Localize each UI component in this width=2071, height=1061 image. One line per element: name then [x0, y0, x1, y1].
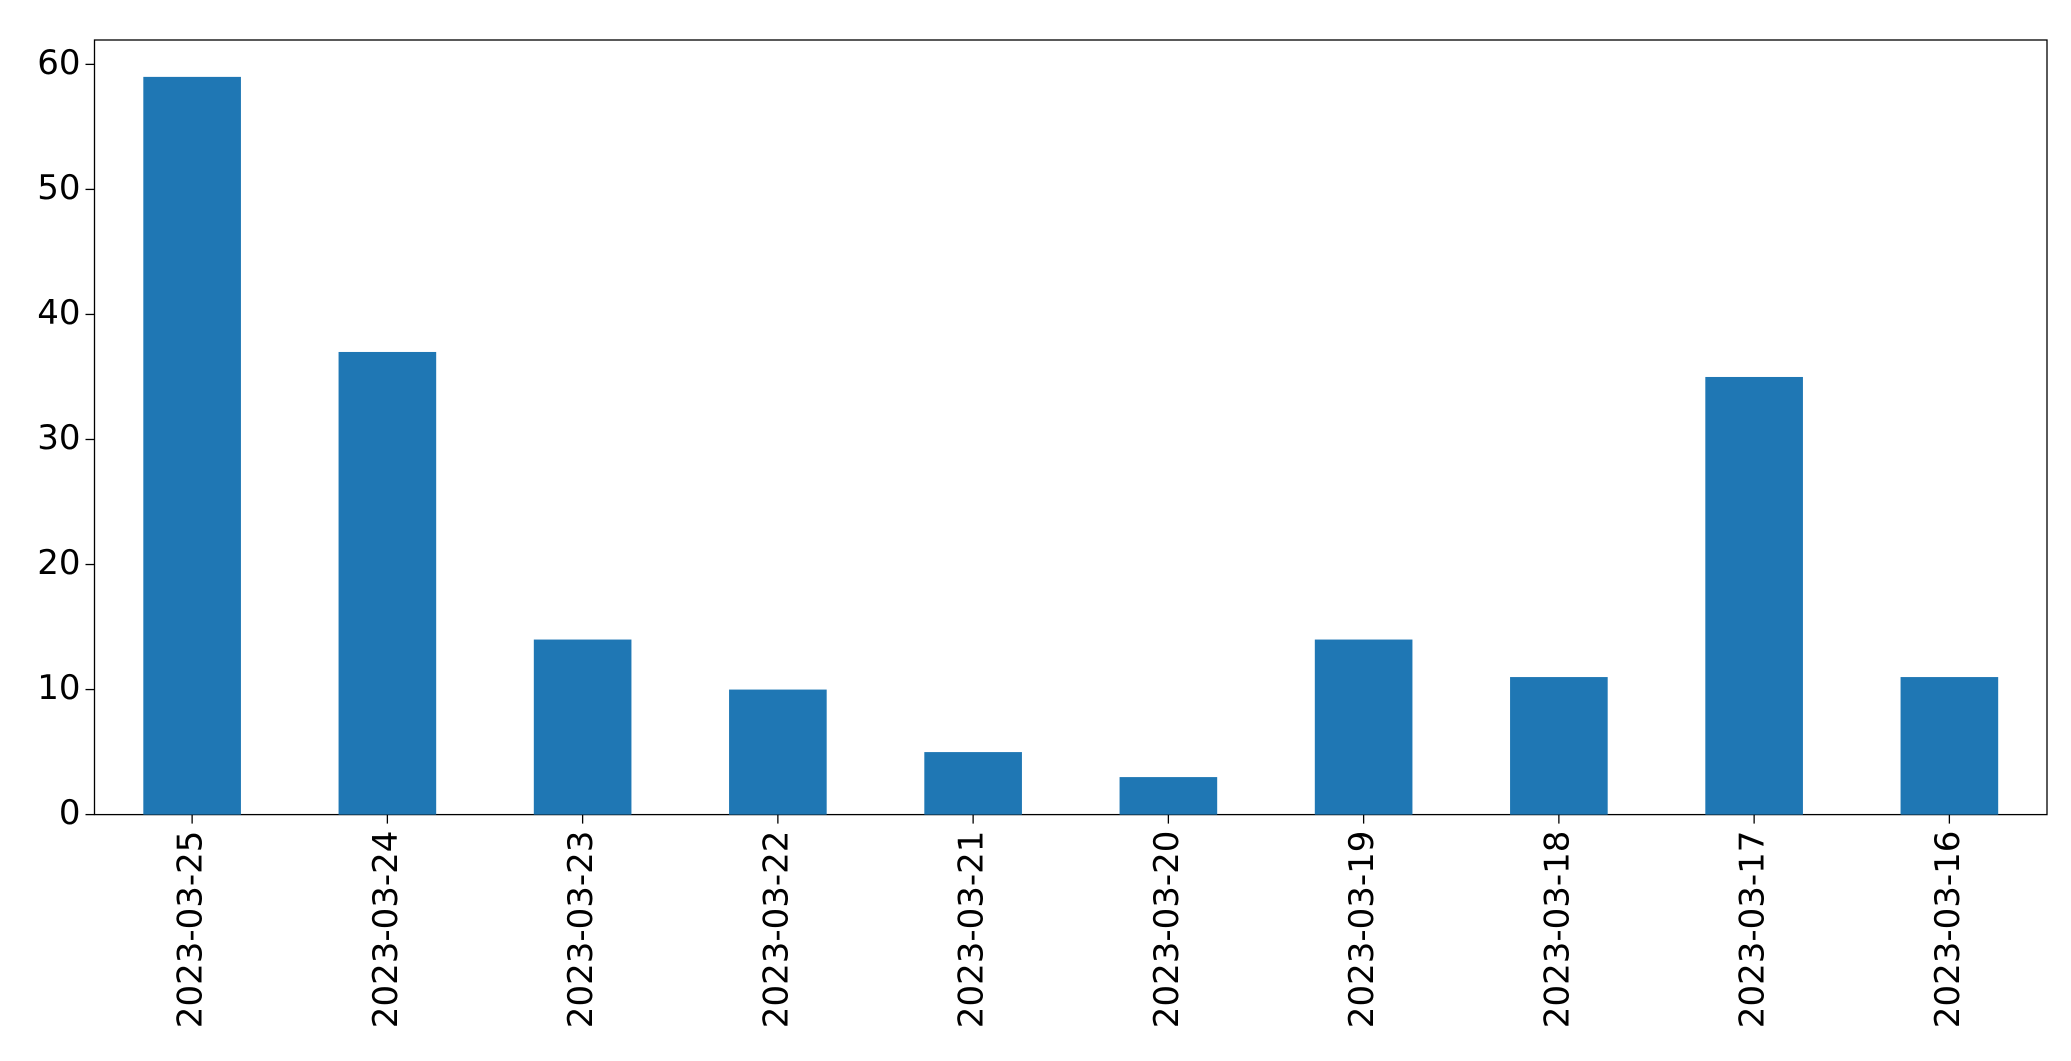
- x-tick-label: 2023-03-20: [1147, 831, 1187, 1029]
- x-tick-label: 2023-03-18: [1537, 831, 1577, 1029]
- bar: [729, 689, 827, 815]
- y-tick-label: 60: [37, 43, 80, 83]
- y-tick-label: 50: [37, 168, 80, 208]
- bar: [143, 76, 241, 815]
- bar: [1705, 376, 1803, 815]
- plot-frame: [93, 39, 2048, 816]
- y-tick-label: 10: [37, 668, 80, 708]
- bar: [924, 752, 1022, 815]
- y-tick-label: 40: [37, 293, 80, 333]
- bar: [1314, 639, 1413, 815]
- y-tick-label: 0: [59, 793, 81, 833]
- bar: [1900, 677, 1999, 815]
- y-tick-label: 30: [37, 418, 80, 458]
- x-tick-label: 2023-03-23: [561, 831, 601, 1029]
- x-tick-label: 2023-03-16: [1928, 831, 1968, 1029]
- y-tick-label: 20: [37, 543, 80, 583]
- bar: [1510, 677, 1608, 815]
- x-tick-label: 2023-03-25: [171, 831, 211, 1029]
- x-tick-label: 2023-03-22: [756, 831, 796, 1029]
- x-tick-label: 2023-03-24: [366, 831, 406, 1029]
- x-tick-label: 2023-03-17: [1733, 831, 1773, 1029]
- x-tick-label: 2023-03-19: [1342, 831, 1382, 1029]
- x-tick-label: 2023-03-21: [952, 831, 992, 1029]
- bar: [338, 351, 437, 815]
- bar: [1119, 777, 1218, 815]
- bar: [533, 639, 632, 815]
